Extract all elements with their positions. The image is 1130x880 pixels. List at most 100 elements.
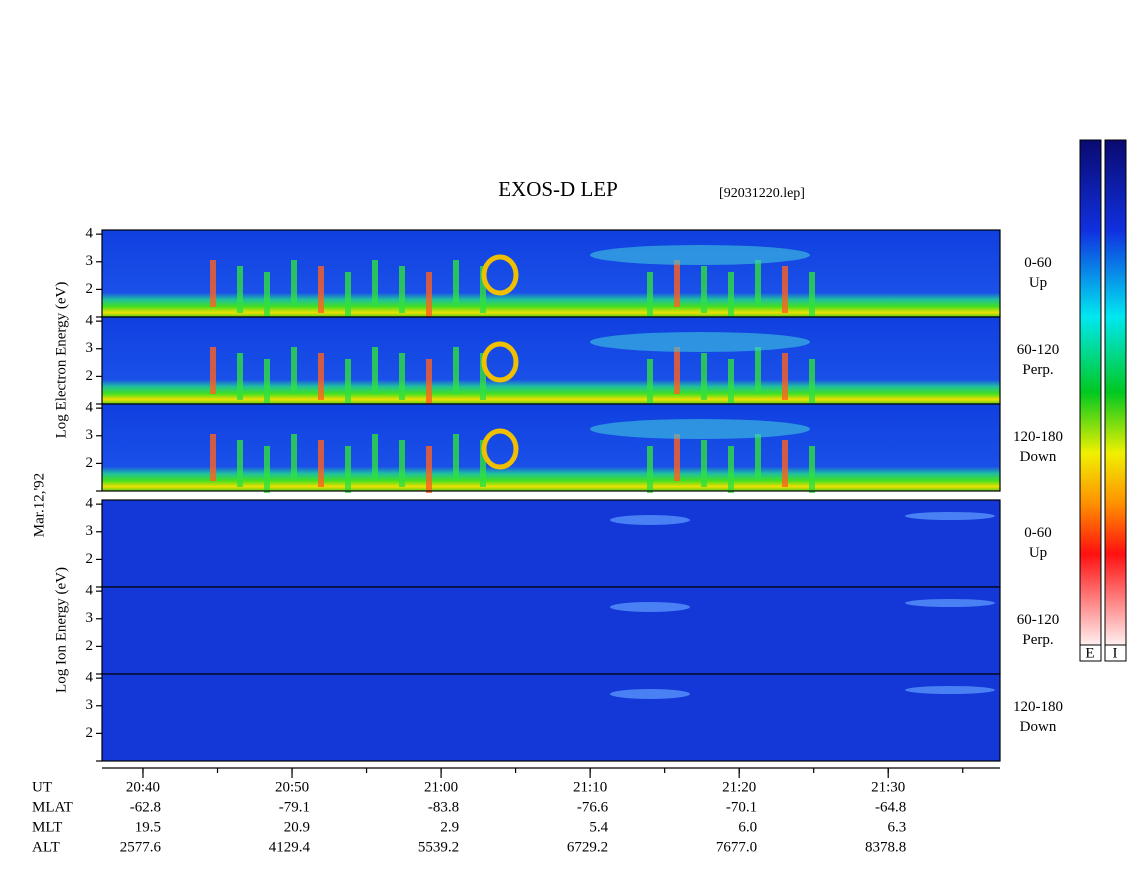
feature [345, 272, 351, 319]
y-tick-label: 4 [86, 583, 94, 599]
feature [590, 332, 810, 352]
x-tick-label: 21:10 [573, 779, 607, 795]
y-tick-label: 3 [86, 523, 94, 539]
x-tick-label: 20:40 [126, 779, 160, 795]
ephemeris-value: 7677.0 [716, 839, 757, 855]
feature [755, 347, 761, 394]
spectrogram [102, 317, 1000, 404]
feature [647, 446, 653, 493]
feature [291, 347, 297, 394]
date: Mar.12,'92 [31, 473, 47, 537]
feature [399, 440, 405, 487]
feature [610, 515, 690, 525]
feature [809, 272, 815, 319]
panel-direction: Up [1029, 545, 1047, 561]
feature [905, 512, 995, 520]
file-name: [92031220.lep] [719, 186, 805, 201]
feature [647, 272, 653, 319]
feature [237, 440, 243, 487]
panel-frame [101, 673, 1001, 762]
feature [905, 599, 995, 607]
y-tick-label: 3 [86, 697, 94, 713]
colorbar-box [1104, 644, 1127, 662]
feature [610, 689, 690, 699]
ephemeris-name: ALT [32, 839, 60, 855]
ion-axis-label: Log Ion Energy (eV) [53, 567, 69, 693]
y-tick-label: 2 [86, 368, 94, 384]
feature [264, 272, 270, 319]
ephemeris-value: 6.3 [887, 819, 906, 835]
feature [480, 266, 486, 313]
feature [264, 446, 270, 493]
panel-direction: Perp. [1022, 362, 1053, 378]
feature [453, 260, 459, 307]
feature [318, 353, 324, 400]
feature [755, 434, 761, 481]
y-tick-label: 3 [86, 610, 94, 626]
feature [481, 254, 519, 296]
title: EXOS-D LEP [498, 177, 618, 201]
y-tick-label: 2 [86, 551, 94, 567]
x-tick-label: 21:20 [722, 779, 756, 795]
y-tick-label: 4 [86, 226, 94, 242]
colorbar-label: E [1085, 645, 1094, 661]
panel-direction: Perp. [1022, 632, 1053, 648]
spectrogram [102, 404, 1000, 491]
feature [372, 260, 378, 307]
panel-label: 0-60 [1024, 255, 1052, 271]
panel-label: 60-120 [1017, 342, 1060, 358]
feature [674, 434, 680, 481]
ephemeris-value: 2577.6 [120, 839, 162, 855]
ephemeris-value: 2.9 [440, 819, 459, 835]
panel-frame [101, 403, 1001, 492]
ephemeris-value: -76.6 [577, 799, 609, 815]
ephemeris-name: MLT [32, 819, 62, 835]
y-tick-label: 3 [86, 340, 94, 356]
feature [782, 353, 788, 400]
feature [610, 602, 690, 612]
feature [728, 272, 734, 319]
panel-label: 120-180 [1013, 429, 1063, 445]
colorbar [1079, 139, 1102, 646]
feature [291, 260, 297, 307]
colorbar-box [1079, 644, 1102, 662]
feature [372, 434, 378, 481]
feature [647, 359, 653, 406]
ephemeris-value: 6729.2 [567, 839, 608, 855]
feature [701, 440, 707, 487]
y-tick-label: 2 [86, 281, 94, 297]
ephemeris-value: -70.1 [726, 799, 757, 815]
feature [728, 359, 734, 406]
feature [755, 260, 761, 307]
feature [372, 347, 378, 394]
feature [480, 353, 486, 400]
feature [905, 686, 995, 694]
feature [426, 359, 432, 406]
feature [345, 359, 351, 406]
ephemeris-value: 5539.2 [418, 839, 459, 855]
feature [453, 347, 459, 394]
feature [480, 440, 486, 487]
feature [426, 272, 432, 319]
y-tick-label: 2 [86, 638, 94, 654]
feature [674, 260, 680, 307]
feature [674, 347, 680, 394]
ephemeris-value: -79.1 [279, 799, 310, 815]
feature [481, 341, 519, 383]
feature [809, 359, 815, 406]
feature [590, 419, 810, 439]
ephemeris-value: -83.8 [428, 799, 459, 815]
feature [237, 353, 243, 400]
panel-direction: Up [1029, 275, 1047, 291]
ephemeris-value: 8378.8 [865, 839, 906, 855]
feature [701, 266, 707, 313]
x-tick-label: 20:50 [275, 779, 309, 795]
ephemeris-value: 5.4 [589, 819, 608, 835]
panel-label: 60-120 [1017, 612, 1060, 628]
ephemeris-value: 20.9 [284, 819, 310, 835]
feature [210, 434, 216, 481]
y-tick-label: 3 [86, 253, 94, 269]
y-tick-label: 2 [86, 725, 94, 741]
spectrogram [102, 500, 1000, 587]
